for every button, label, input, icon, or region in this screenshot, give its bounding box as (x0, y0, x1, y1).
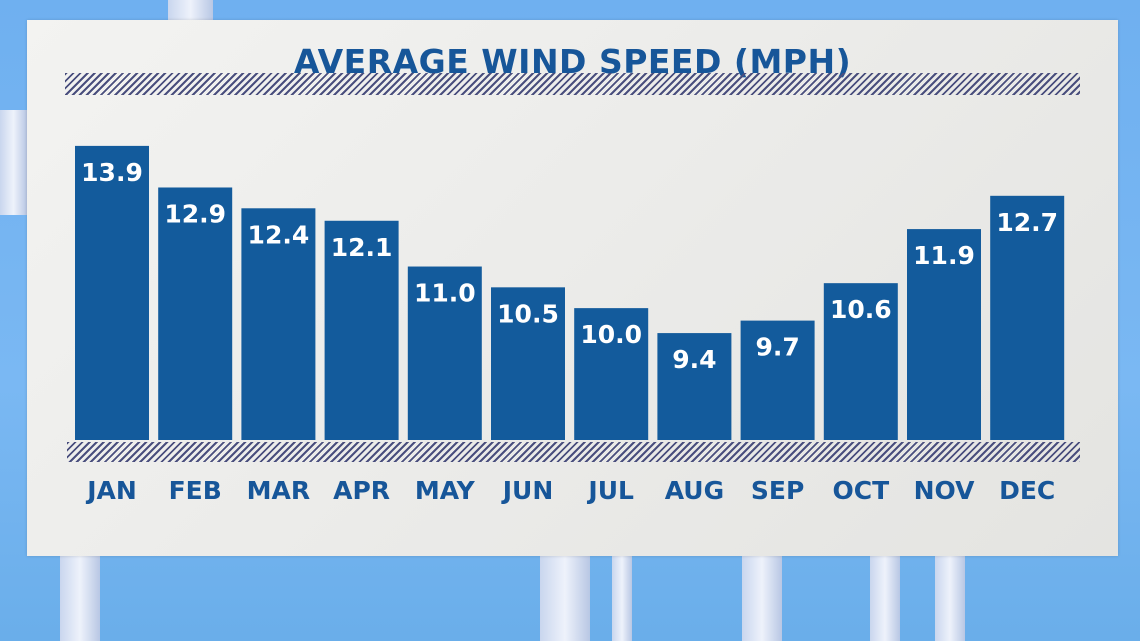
x-tick-label: JAN (85, 476, 137, 505)
bar-feb (158, 187, 233, 440)
turbine-tower (540, 556, 590, 641)
x-tick-label: OCT (832, 476, 889, 505)
data-label: 12.7 (996, 208, 1058, 237)
bar-jul (574, 308, 649, 440)
bar-dec (990, 195, 1065, 440)
x-tick-label: MAY (415, 476, 476, 505)
bar-aug (657, 333, 732, 440)
data-label: 9.7 (755, 333, 799, 362)
data-label: 13.9 (81, 158, 143, 187)
turbine-tower (742, 556, 782, 641)
baseline-divider (67, 442, 1080, 462)
x-tick-label: AUG (665, 476, 724, 505)
turbine-tower (60, 556, 100, 641)
x-tick-label: JUL (586, 476, 634, 505)
turbine-tower (935, 556, 965, 641)
x-tick-label: JUN (501, 476, 554, 505)
data-label: 10.5 (497, 299, 559, 328)
data-label: 11.9 (913, 241, 975, 270)
bar-may (407, 266, 482, 440)
data-label: 12.4 (248, 220, 310, 249)
data-label: 11.0 (414, 279, 476, 308)
turbine-tower (612, 556, 632, 641)
bar-jun (491, 287, 565, 440)
turbine-tower (0, 110, 27, 215)
turbine-tower (168, 0, 213, 20)
x-tick-label: MAR (247, 476, 310, 505)
bar-jan (75, 145, 149, 440)
x-tick-label: SEP (751, 476, 804, 505)
bar-oct (823, 283, 898, 440)
bar-apr (324, 220, 399, 440)
x-tick-label: DEC (999, 476, 1055, 505)
bar-sep (740, 320, 815, 440)
x-tick-label: FEB (169, 476, 222, 505)
x-tick-label: NOV (914, 476, 976, 505)
data-label: 9.4 (672, 345, 716, 374)
data-label: 12.9 (164, 199, 226, 228)
bar-nov (907, 229, 981, 440)
title-divider (65, 73, 1080, 95)
turbine-tower (870, 556, 900, 641)
data-label: 10.0 (580, 320, 642, 349)
data-label: 12.1 (331, 233, 393, 262)
data-label: 10.6 (830, 295, 892, 324)
x-tick-label: APR (333, 476, 390, 505)
bar-mar (241, 208, 316, 440)
